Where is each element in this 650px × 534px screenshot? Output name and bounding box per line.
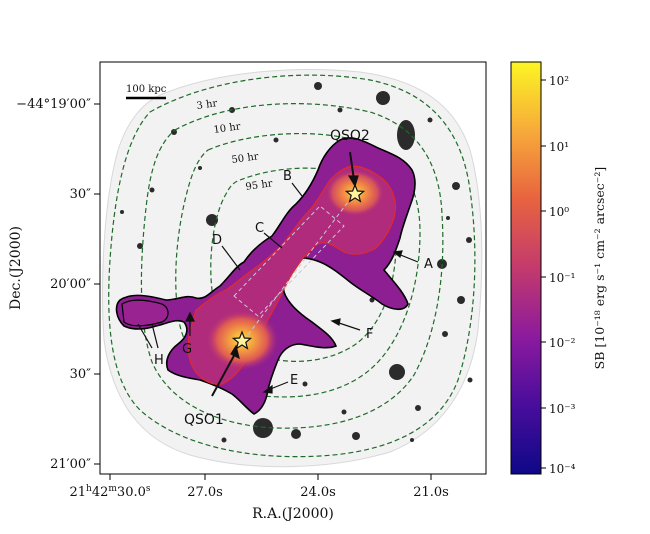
axes: −44°19′00″ 30″ 20′00″ 30″ 21′00″ 21h42m3… [8, 97, 449, 522]
bridge-region [233, 193, 355, 341]
contour-label-3hr: 3 hr [196, 98, 218, 112]
ra-tick-0-min: 42 [92, 485, 109, 500]
ra-tick-2: 24.0s [300, 485, 336, 500]
dec-tick-1: 30″ [70, 187, 92, 202]
dec-tick-3: 30″ [70, 367, 92, 382]
contour-3hr [108, 74, 476, 458]
colorbar-tick-4: 10⁻² [549, 336, 576, 350]
colorbar-gradient [510, 61, 542, 475]
y-axis-label: Dec.(J2000) [8, 226, 24, 310]
qso1-label: QSO1 [184, 412, 224, 428]
image-panel: 100 kpc 3 hr 10 hr 50 hr 95 hr A B C D E… [99, 61, 487, 475]
colorbar-tick-5: 10⁻³ [549, 402, 576, 416]
annotation-arrows [137, 151, 419, 397]
dec-tick-2: 20′00″ [50, 277, 91, 292]
colorbar-label: SB [10⁻¹⁸ erg s⁻¹ cm⁻² arcsec⁻²] [592, 167, 607, 370]
colorbar-tick-3: 10⁻¹ [549, 271, 575, 285]
nebula-h-tail [121, 299, 169, 327]
scalebar-label: 100 kpc [126, 84, 167, 95]
qso1-star-icon [231, 330, 253, 350]
colorbar-tick-0: 10² [549, 74, 569, 88]
ra-tick-0: 21h42m30.0s [69, 484, 150, 500]
region-label-h: H [154, 353, 164, 368]
colorbar: 10² 10¹ 10⁰ 10⁻¹ 10⁻² 10⁻³ 10⁻⁴ SB [10⁻¹… [510, 61, 607, 476]
colorbar-tick-6: 10⁻⁴ [549, 462, 576, 476]
ra-tick-3: 21.0s [413, 485, 449, 500]
region-label-e: E [290, 373, 298, 388]
region-label-d: D [212, 233, 222, 248]
region-label-a: A [424, 257, 433, 272]
dec-tick-0: −44°19′00″ [16, 97, 91, 112]
contour-95hr [210, 167, 397, 362]
quasar-markers [231, 183, 366, 350]
colorbar-tick-1: 10¹ [549, 140, 569, 154]
x-axis-label: R.A.(J2000) [252, 506, 334, 522]
region-label-f: F [366, 327, 373, 342]
contour-label-50hr: 50 hr [231, 151, 260, 166]
ra-tick-0-hour: 21 [69, 485, 86, 500]
plot-frame [99, 61, 487, 475]
region-label-c: C [255, 221, 264, 236]
contour-label-95hr: 95 hr [245, 178, 274, 193]
ra-tick-0-sec: 30.0 [117, 485, 146, 500]
ra-tick-1: 27.0s [187, 485, 223, 500]
qso2-label: QSO2 [330, 128, 370, 144]
region-label-g: G [182, 342, 192, 357]
dec-tick-4: 21′00″ [50, 457, 91, 472]
region-label-b: B [283, 169, 292, 184]
qso2-star-icon [344, 183, 366, 203]
contour-label-10hr: 10 hr [213, 121, 242, 136]
colorbar-tick-2: 10⁰ [549, 205, 569, 219]
